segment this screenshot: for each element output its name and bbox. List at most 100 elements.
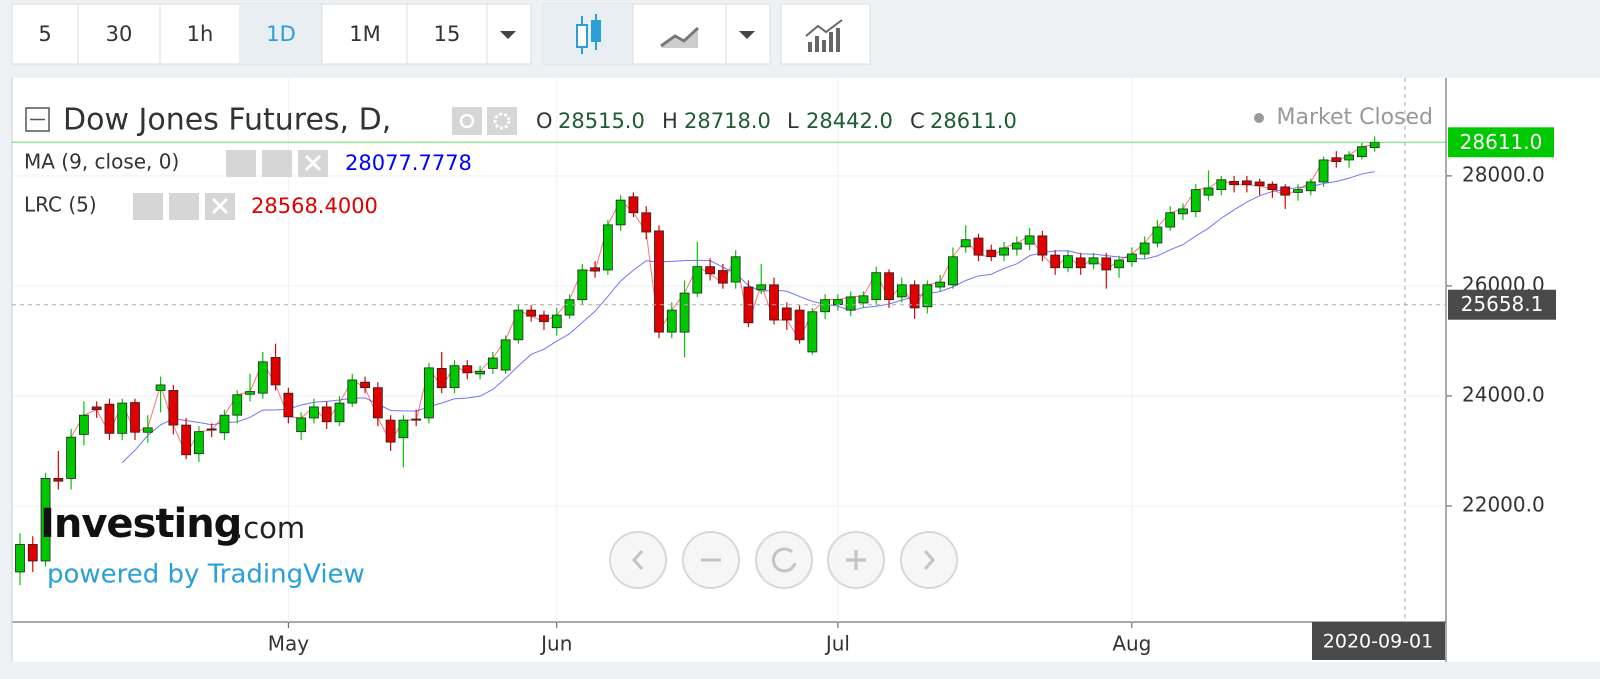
candle-body [372,387,383,419]
candle-body [142,427,153,433]
candle-body [1369,141,1380,148]
candle-body [78,414,89,435]
candle-body [564,299,575,316]
scroll-right[interactable] [900,531,958,589]
candle-body [500,339,511,371]
candle-body [666,309,677,333]
candle-body [896,284,907,298]
reset[interactable] [755,531,813,589]
candle-body [232,394,243,416]
crosshair-date-box [1312,622,1445,660]
interval-button[interactable]: 30 [106,22,133,46]
indicator-value: 28568.4000 [251,194,378,218]
dropdown-arrow[interactable] [739,31,755,39]
interval-button[interactable]: 1D [266,22,296,46]
candle-body [769,284,779,321]
candle-body [66,436,77,479]
candle-body [1229,181,1239,186]
y-tick-label: 28000.0 [1462,162,1545,186]
candle-body [1344,154,1355,161]
candle-body [398,419,409,439]
candle-body [1254,181,1265,187]
brand-logo: Investing [40,501,241,547]
line-icon-area [661,30,698,48]
ohlc-key: O [536,109,553,133]
candle-body [717,270,728,284]
market-status: Market Closed [1276,105,1433,130]
candle-body [1088,257,1099,265]
candle-body [219,414,230,434]
ohlc-key: H [662,109,678,133]
candle-body [309,406,319,419]
eye-icon[interactable] [452,107,482,135]
interval-button[interactable]: 1h [187,22,214,46]
symbol-title: Dow Jones Futures, D, [63,103,391,138]
candle-body [756,284,767,291]
status-dot [1254,113,1264,123]
eye-icon[interactable] [226,150,256,177]
candle-body [871,272,882,301]
candle-body [257,361,268,394]
candle-body [973,237,984,256]
interval-button[interactable]: 5 [38,22,51,46]
dropdown-arrow[interactable] [500,31,516,39]
x-tick-label: Jul [824,632,850,656]
eye-icon[interactable] [133,193,163,220]
candle-body [181,424,192,456]
candle-body [1267,183,1278,191]
gear-icon[interactable] [487,107,517,135]
candle-body [1139,242,1150,255]
candle-body [590,267,600,272]
y-tick-label: 24000.0 [1462,382,1545,406]
nav-glyphs [631,547,936,573]
candle-body [654,230,664,333]
candle-body [475,370,485,375]
candle-body [1356,146,1367,158]
candle-body [1165,212,1176,228]
candle-body [551,314,562,329]
last-price-label: 28611.0 [1460,130,1543,154]
candle-body [999,247,1009,256]
candle-body [858,295,869,304]
candle-body [194,431,204,455]
marks [12,136,1446,586]
candle-body [130,402,140,433]
candle-body [1331,157,1342,163]
candle-body [833,299,843,306]
candle-body [628,196,639,214]
powered-by: powered by TradingView [47,560,365,590]
candle-body [1037,235,1048,256]
gear-icon[interactable] [169,193,199,220]
nav-controls [609,531,958,589]
line-icon[interactable] [660,26,700,48]
candle-body [615,199,626,226]
candle-body [526,309,537,317]
candle-body [820,299,831,313]
candle-body [436,368,447,389]
active-bg [544,5,633,63]
candle-body [1050,254,1061,269]
ohlc-key: C [910,109,925,133]
interval-button[interactable]: 1M [349,22,380,46]
scroll-left[interactable] [609,531,667,589]
crosshair-price-box [1448,289,1556,320]
indicators-button[interactable] [780,3,871,65]
candle-body [1101,257,1112,271]
candle-body [1190,189,1201,213]
candle-icon[interactable] [576,14,601,54]
candle-body [424,367,434,419]
candle-body [283,392,294,418]
gear-icon[interactable] [262,150,292,177]
ohlc-value: 28718.0 [684,109,771,133]
candle-body [270,357,281,386]
candle-body [602,224,613,271]
candle-body [53,478,64,482]
candle-body [1293,189,1303,193]
candle-body [1024,235,1035,245]
candle-body [347,379,358,404]
interval-button[interactable]: 15 [434,22,461,46]
candle-body [577,269,588,301]
ohlc-value: 28515.0 [558,109,645,133]
